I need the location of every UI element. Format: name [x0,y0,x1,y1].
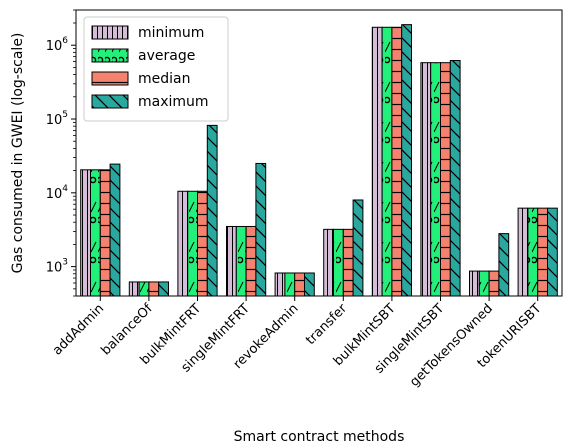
plot-area [80,24,558,297]
bar-hatch-minimum-singleMintSBT [420,62,432,297]
bar-hatch-median-tokenURISBT [537,207,549,297]
bar-hatch-minimum-bulkMintSBT [371,26,383,297]
bar-hatch-minimum-addAdmin [80,169,91,297]
x-tick-label: addAdmin [50,301,107,358]
bar-hatch-average-bulkMintFRT [187,190,198,297]
bar-hatch-average-transfer [333,228,344,297]
bar-hatch-median-getTokensOwned [488,270,500,297]
bar-hatch-minimum-transfer [323,228,335,297]
bar-hatch-maximum-revokeAdmin [304,272,315,297]
y-axis-label: Gas consumed in GWEI (log-scale) [10,33,26,274]
legend-label-median: median [138,71,190,87]
bar-hatch-average-balanceOf [138,281,150,297]
y-tick-label: 106 [46,36,69,54]
y-tick-label: 104 [46,184,69,202]
legend-label-average: average [138,48,195,64]
bar-hatch-average-singleMintFRT [235,225,247,297]
plot-frame [75,9,563,297]
x-axis-label: Smart contract methods [234,429,405,445]
bar-hatch-minimum-singleMintFRT [226,225,237,297]
bar-hatch-minimum-getTokensOwned [469,270,480,297]
bar-hatch-maximum-addAdmin [109,163,121,297]
x-axis: addAdminbalanceOfbulkMintFRTsingleMintFR… [50,296,545,390]
bar-hatch-minimum-bulkMintFRT [177,190,189,297]
bar-hatch-median-addAdmin [99,169,111,297]
bar-hatch-average-revokeAdmin [284,272,296,297]
bar-hatch-maximum-bulkMintSBT [401,24,413,297]
bar-hatch-average-bulkMintSBT [381,26,393,297]
x-tick-label: getTokensOwned [407,301,496,390]
y-axis: 103 104 105 106 [46,9,76,297]
x-tick-label: transfer [303,301,350,348]
bar-hatch-minimum-revokeAdmin [274,272,286,297]
bar-hatch-median-revokeAdmin [294,272,306,297]
bar-hatch-average-tokenURISBT [527,207,539,297]
legend: minimum average median maximum [83,16,229,122]
bar-hatch-average-singleMintSBT [430,62,442,297]
bar-hatch-median-balanceOf [148,281,160,297]
legend-swatch-hatch-maximum [91,94,129,109]
bar-hatch-maximum-bulkMintFRT [206,124,218,297]
bar-hatch-minimum-tokenURISBT [517,207,529,297]
legend-label-minimum: minimum [138,25,204,41]
bar-hatch-median-transfer [342,228,354,297]
bar-hatch-maximum-singleMintFRT [255,162,267,297]
bar-hatch-median-bulkMintFRT [197,190,208,297]
bar-hatch-median-singleMintSBT [440,62,451,297]
legend-label-maximum: maximum [138,94,209,110]
bar-hatch-maximum-transfer [352,199,364,297]
legend-swatch-hatch-median [91,71,129,86]
bar-hatch-minimum-balanceOf [128,281,140,297]
bar-hatch-median-bulkMintSBT [391,26,403,297]
bar-hatch-maximum-balanceOf [158,281,169,297]
bar-hatch-maximum-getTokensOwned [498,233,510,297]
y-tick-label: 103 [46,258,68,276]
bar-hatch-median-singleMintFRT [245,225,257,297]
legend-swatch-hatch-minimum [91,25,129,40]
y-tick-label: 105 [46,110,68,128]
bar-hatch-maximum-singleMintSBT [449,60,461,297]
bar-hatch-average-addAdmin [90,169,101,297]
bar-hatch-average-getTokensOwned [478,270,490,297]
legend-swatch-hatch-average [91,48,129,63]
bar-hatch-maximum-tokenURISBT [547,207,558,297]
